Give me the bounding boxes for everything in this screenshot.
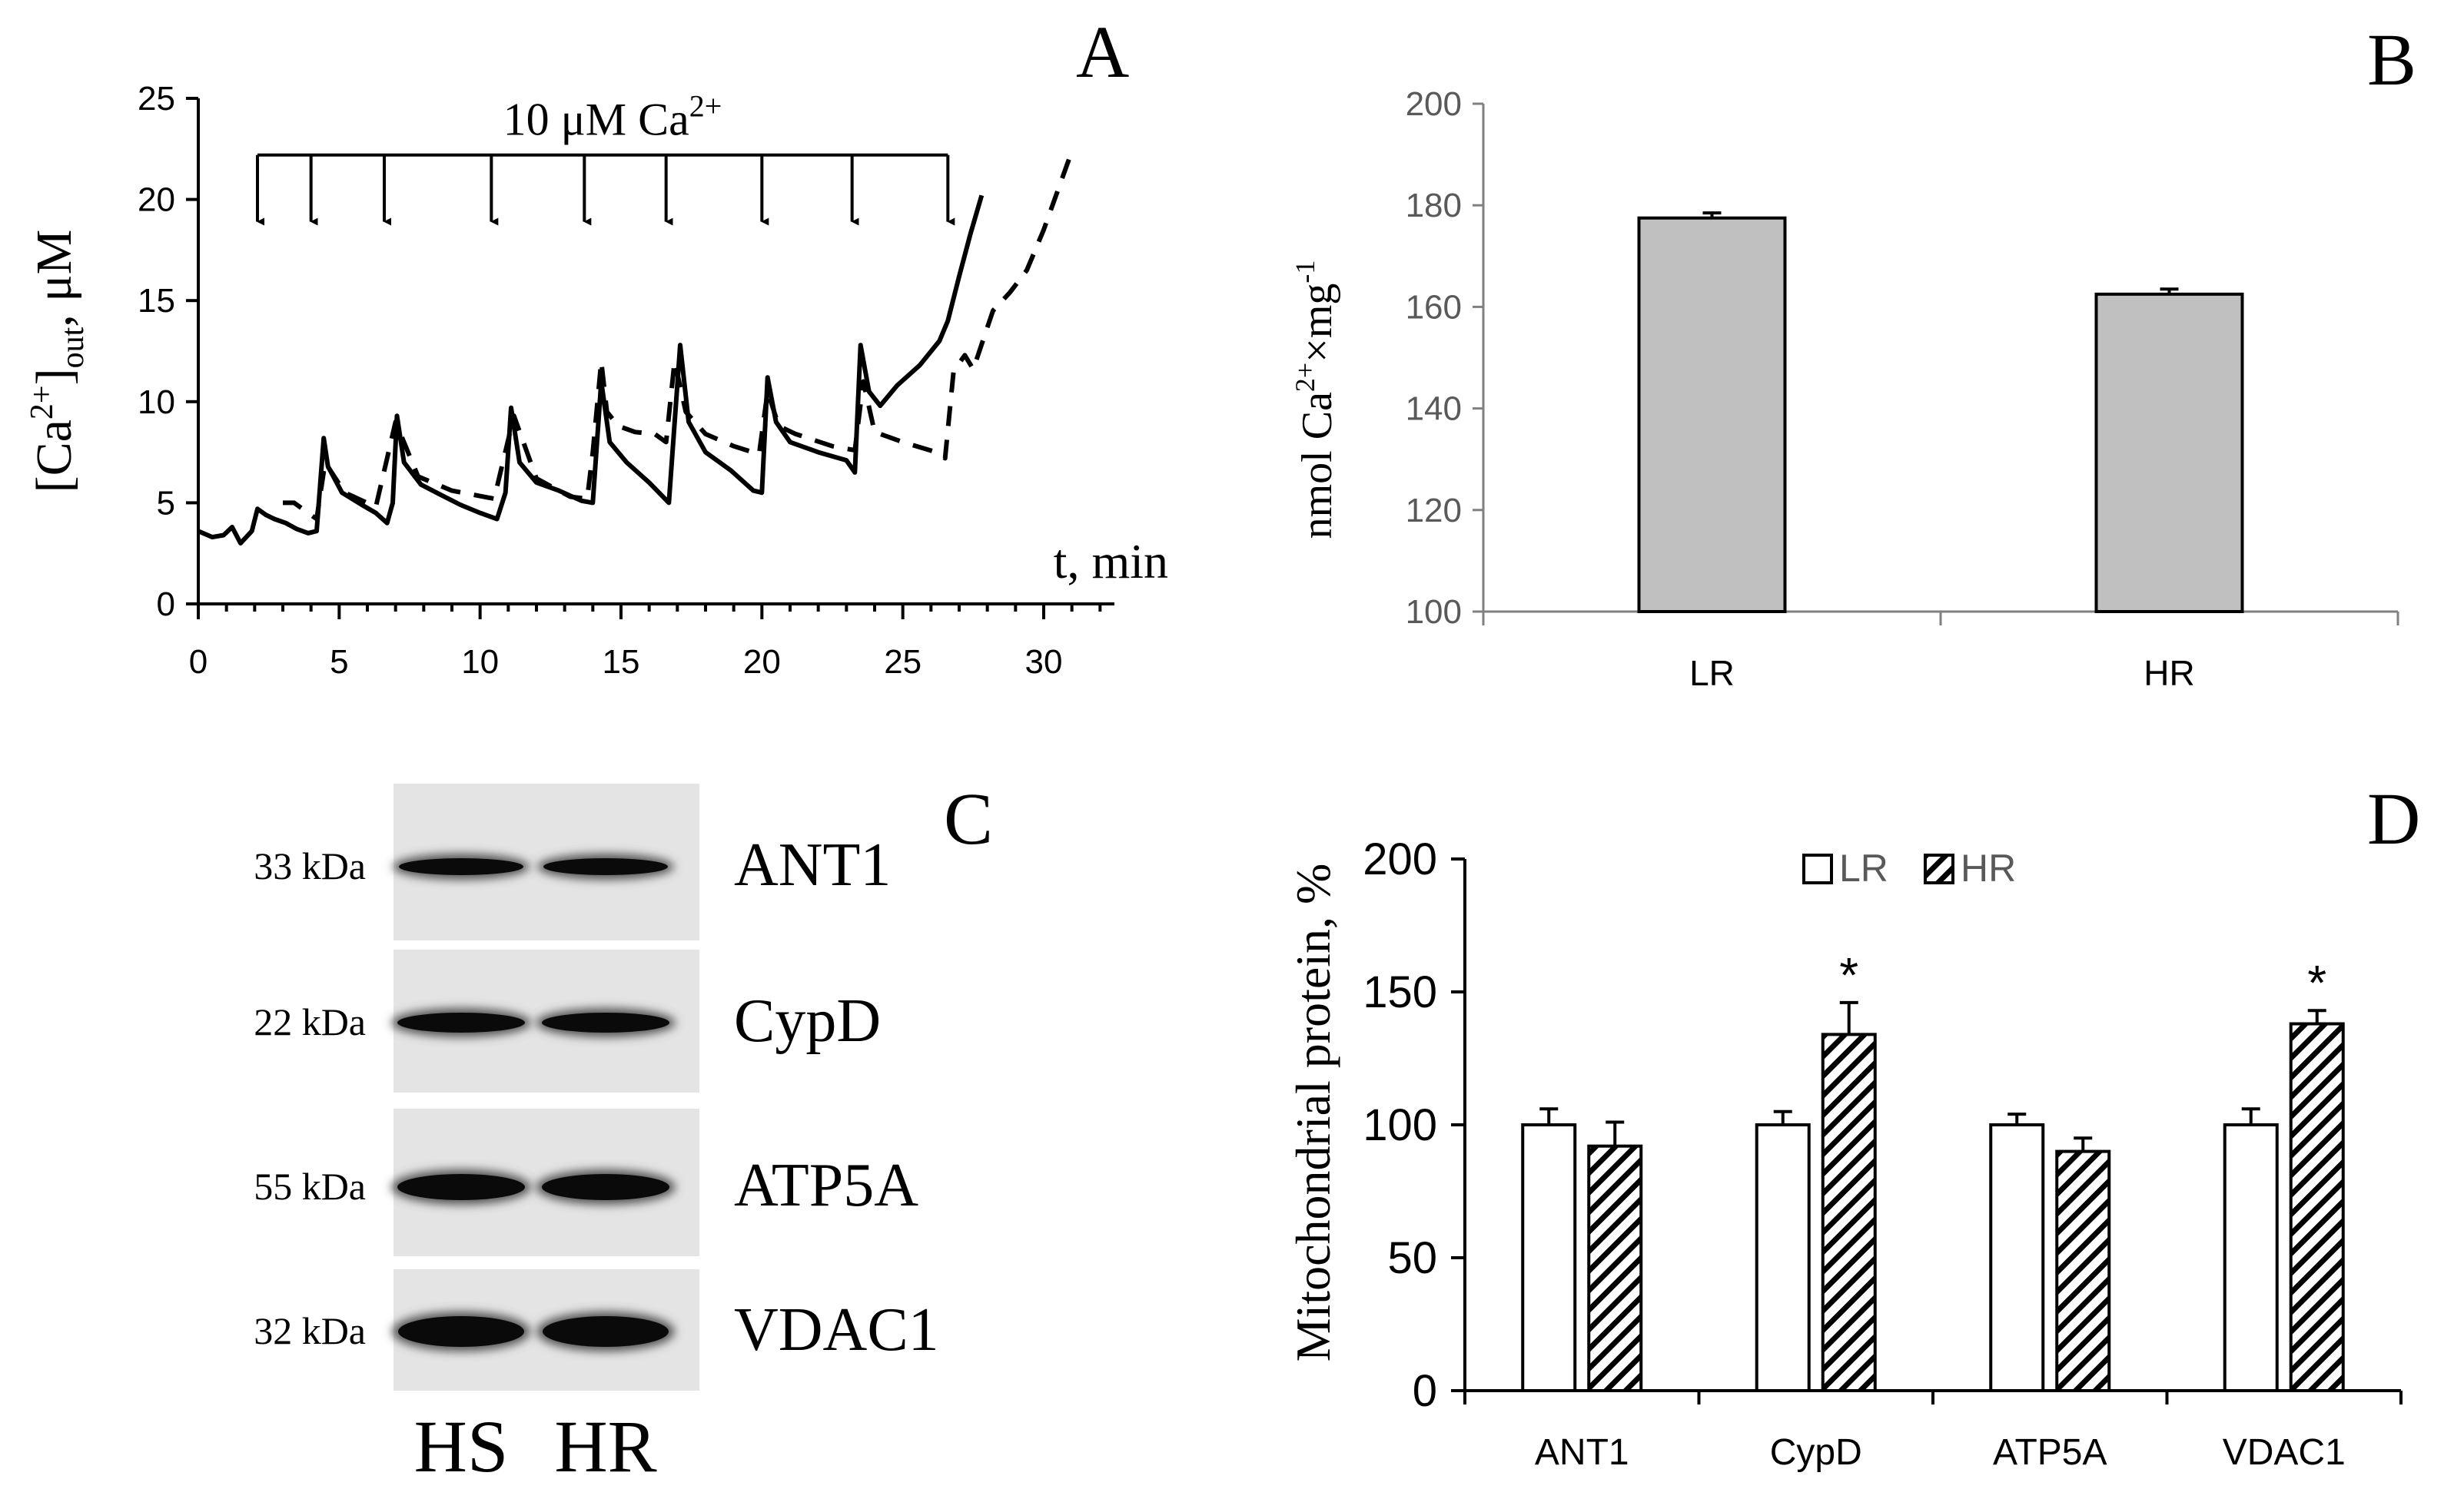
panel-d-bar-hr-atp5a xyxy=(2055,1149,2111,1392)
panel-d-bar-lr-atp5a xyxy=(1989,1123,2045,1392)
panel-d-significance-star: * xyxy=(1839,947,1858,1003)
panel-b-y-tick-label: 160 xyxy=(1406,288,1462,326)
panel-a-x-tick-label: 5 xyxy=(330,643,348,681)
panel-d-y-tick-label: 150 xyxy=(1363,967,1437,1017)
panel-b-y-axis-label: nmol Ca2+×mg-1 xyxy=(1290,260,1341,539)
panel-d-bar-hr-cypd xyxy=(1821,1033,1877,1392)
blot-protein-label: VDAC1 xyxy=(734,1296,939,1364)
panel-d-y-tick-label: 200 xyxy=(1363,834,1437,884)
panel-a-y-tick-label: 0 xyxy=(157,585,175,623)
panel-b-y-tick-label: 140 xyxy=(1406,390,1462,428)
panel-a-y-tick-label: 10 xyxy=(138,383,175,421)
panel-a-y-axis-label: [Ca2+]out, μM xyxy=(25,230,91,493)
panel-a-y-tick-label: 5 xyxy=(157,484,175,522)
panel-a-series xyxy=(197,158,1071,546)
panel-a-x-tick-label: 0 xyxy=(189,643,208,681)
blot-protein-label: ATP5A xyxy=(734,1152,918,1219)
panel-d-y-tick-label: 100 xyxy=(1363,1100,1437,1150)
blot-band-hr xyxy=(542,1013,669,1033)
panel-d-category-label: VDAC1 xyxy=(2223,1432,2346,1473)
panel-a-y-tick-label: 25 xyxy=(138,80,175,118)
panel-a-x-tick-label: 10 xyxy=(461,643,499,681)
blot-protein-label: CypD xyxy=(734,987,881,1055)
panel-a-series-solid xyxy=(197,194,985,546)
panel-d-bar-hr-ant1 xyxy=(1587,1144,1643,1393)
blot-protein-label: ANT1 xyxy=(734,831,891,899)
blot-kda-label: 32 kDa xyxy=(254,1309,366,1352)
panel-a-x-tick-label: 20 xyxy=(743,643,781,681)
legend-swatch-lr xyxy=(1802,854,1833,884)
panel-b-bar-chart: B 100 120 140 160 180 200 LR HR nmol Ca2+×mg-1 xyxy=(1290,18,2416,693)
panel-d-category-label: CypD xyxy=(1770,1432,1862,1473)
panel-b-category-label: HR xyxy=(2144,653,2194,693)
blot-band-hr xyxy=(543,858,668,875)
panel-d-bar-lr-ant1 xyxy=(1521,1123,1577,1392)
blot-kda-label: 55 kDa xyxy=(254,1165,366,1208)
panel-a-annotation: 10 μM Ca2+ xyxy=(256,88,955,226)
blot-kda-label: 33 kDa xyxy=(254,844,366,887)
panel-c-label: C xyxy=(944,778,993,860)
panel-b-category-label: LR xyxy=(1689,653,1735,693)
panel-d-y-tick-label: 50 xyxy=(1387,1233,1437,1283)
blot-band-hr xyxy=(542,1174,669,1200)
legend-label-lr: LR xyxy=(1839,847,1888,890)
panel-b-bar-lr xyxy=(1637,216,1787,614)
panel-a-line-chart: A 0 5 10 15 20 25 0 5 10 15 20 25 30 10 μM Ca2+ t, m… xyxy=(25,11,1168,681)
panel-d-legend: LR HR xyxy=(1802,847,2016,890)
panel-d-category-label: ANT1 xyxy=(1535,1432,1629,1473)
legend-label-hr: HR xyxy=(1961,847,2016,890)
panel-a-label: A xyxy=(1076,11,1129,93)
blot-image: 33 kDa ANT1 22 kDa CypD 55 kDa ATP5A 32 kDa VDA… xyxy=(254,784,939,1391)
panel-b-y-tick-label: 100 xyxy=(1406,593,1462,631)
panel-d-bars: ANT1 * CypD ATP5A * VDAC1 xyxy=(1521,947,2346,1473)
panel-d-bar-lr-cypd xyxy=(1755,1123,1811,1392)
panel-a-x-tick-label: 25 xyxy=(884,643,922,681)
panel-b-y-tick-label: 180 xyxy=(1406,187,1462,224)
blot-kda-label: 22 kDa xyxy=(254,1000,366,1043)
panel-b-y-tick-label: 120 xyxy=(1406,492,1462,529)
panel-a-x-tick-label: 15 xyxy=(603,643,640,681)
blot-band-hs xyxy=(397,1174,525,1200)
blot-band-hs xyxy=(399,858,523,875)
panel-a-axes: 0 5 10 15 20 25 0 5 10 15 20 25 30 xyxy=(138,80,1114,681)
blot-band-hs xyxy=(398,1316,524,1347)
panel-d-axes: 0 50 100 150 200 xyxy=(1363,834,2403,1416)
panel-a-series-dashed xyxy=(283,158,1071,522)
panel-a-x-axis-label: t, min xyxy=(1054,534,1168,589)
panel-b-axes: 100 120 140 160 180 200 xyxy=(1406,85,2399,631)
panel-d-bar-hr-vdac1 xyxy=(2289,1022,2345,1393)
panel-a-y-tick-label: 15 xyxy=(138,282,175,320)
panel-b-y-tick-label: 200 xyxy=(1406,85,1462,123)
panel-d-category-label: ATP5A xyxy=(1993,1432,2107,1473)
panel-d-y-tick-label: 0 xyxy=(1413,1366,1437,1416)
blot-band-hr xyxy=(543,1316,669,1347)
panel-b-bars: LR HR xyxy=(1637,211,2244,693)
panel-a-annotation-text: 10 μM Ca2+ xyxy=(503,88,722,144)
panel-a-x-tick-label: 30 xyxy=(1025,643,1063,681)
panel-b-bar-hr xyxy=(2094,292,2244,613)
panel-d-y-axis-label: Mitochondrial protein, % xyxy=(1286,864,1340,1362)
panel-c-western-blot: C 33 kDa ANT1 22 kDa CypD 55 kDa ATP5A 32 kDa V… xyxy=(254,778,993,1487)
panel-a-y-tick-label: 20 xyxy=(138,181,175,219)
panel-d-significance-star: * xyxy=(2307,955,2326,1010)
lane-label-hr: HR xyxy=(554,1405,656,1487)
panel-d-label: D xyxy=(2367,778,2420,860)
panel-d-bar-lr-vdac1 xyxy=(2223,1123,2279,1392)
panel-b-label: B xyxy=(2367,18,2416,101)
lane-label-hs: HS xyxy=(414,1405,509,1487)
blot-band-hs xyxy=(397,1013,525,1033)
panel-d-bar-chart: D 0 50 100 150 200 ANT1 * CypD ATP5A * VDAC1 LR H… xyxy=(1286,778,2420,1473)
legend-swatch-hr xyxy=(1924,854,1954,884)
